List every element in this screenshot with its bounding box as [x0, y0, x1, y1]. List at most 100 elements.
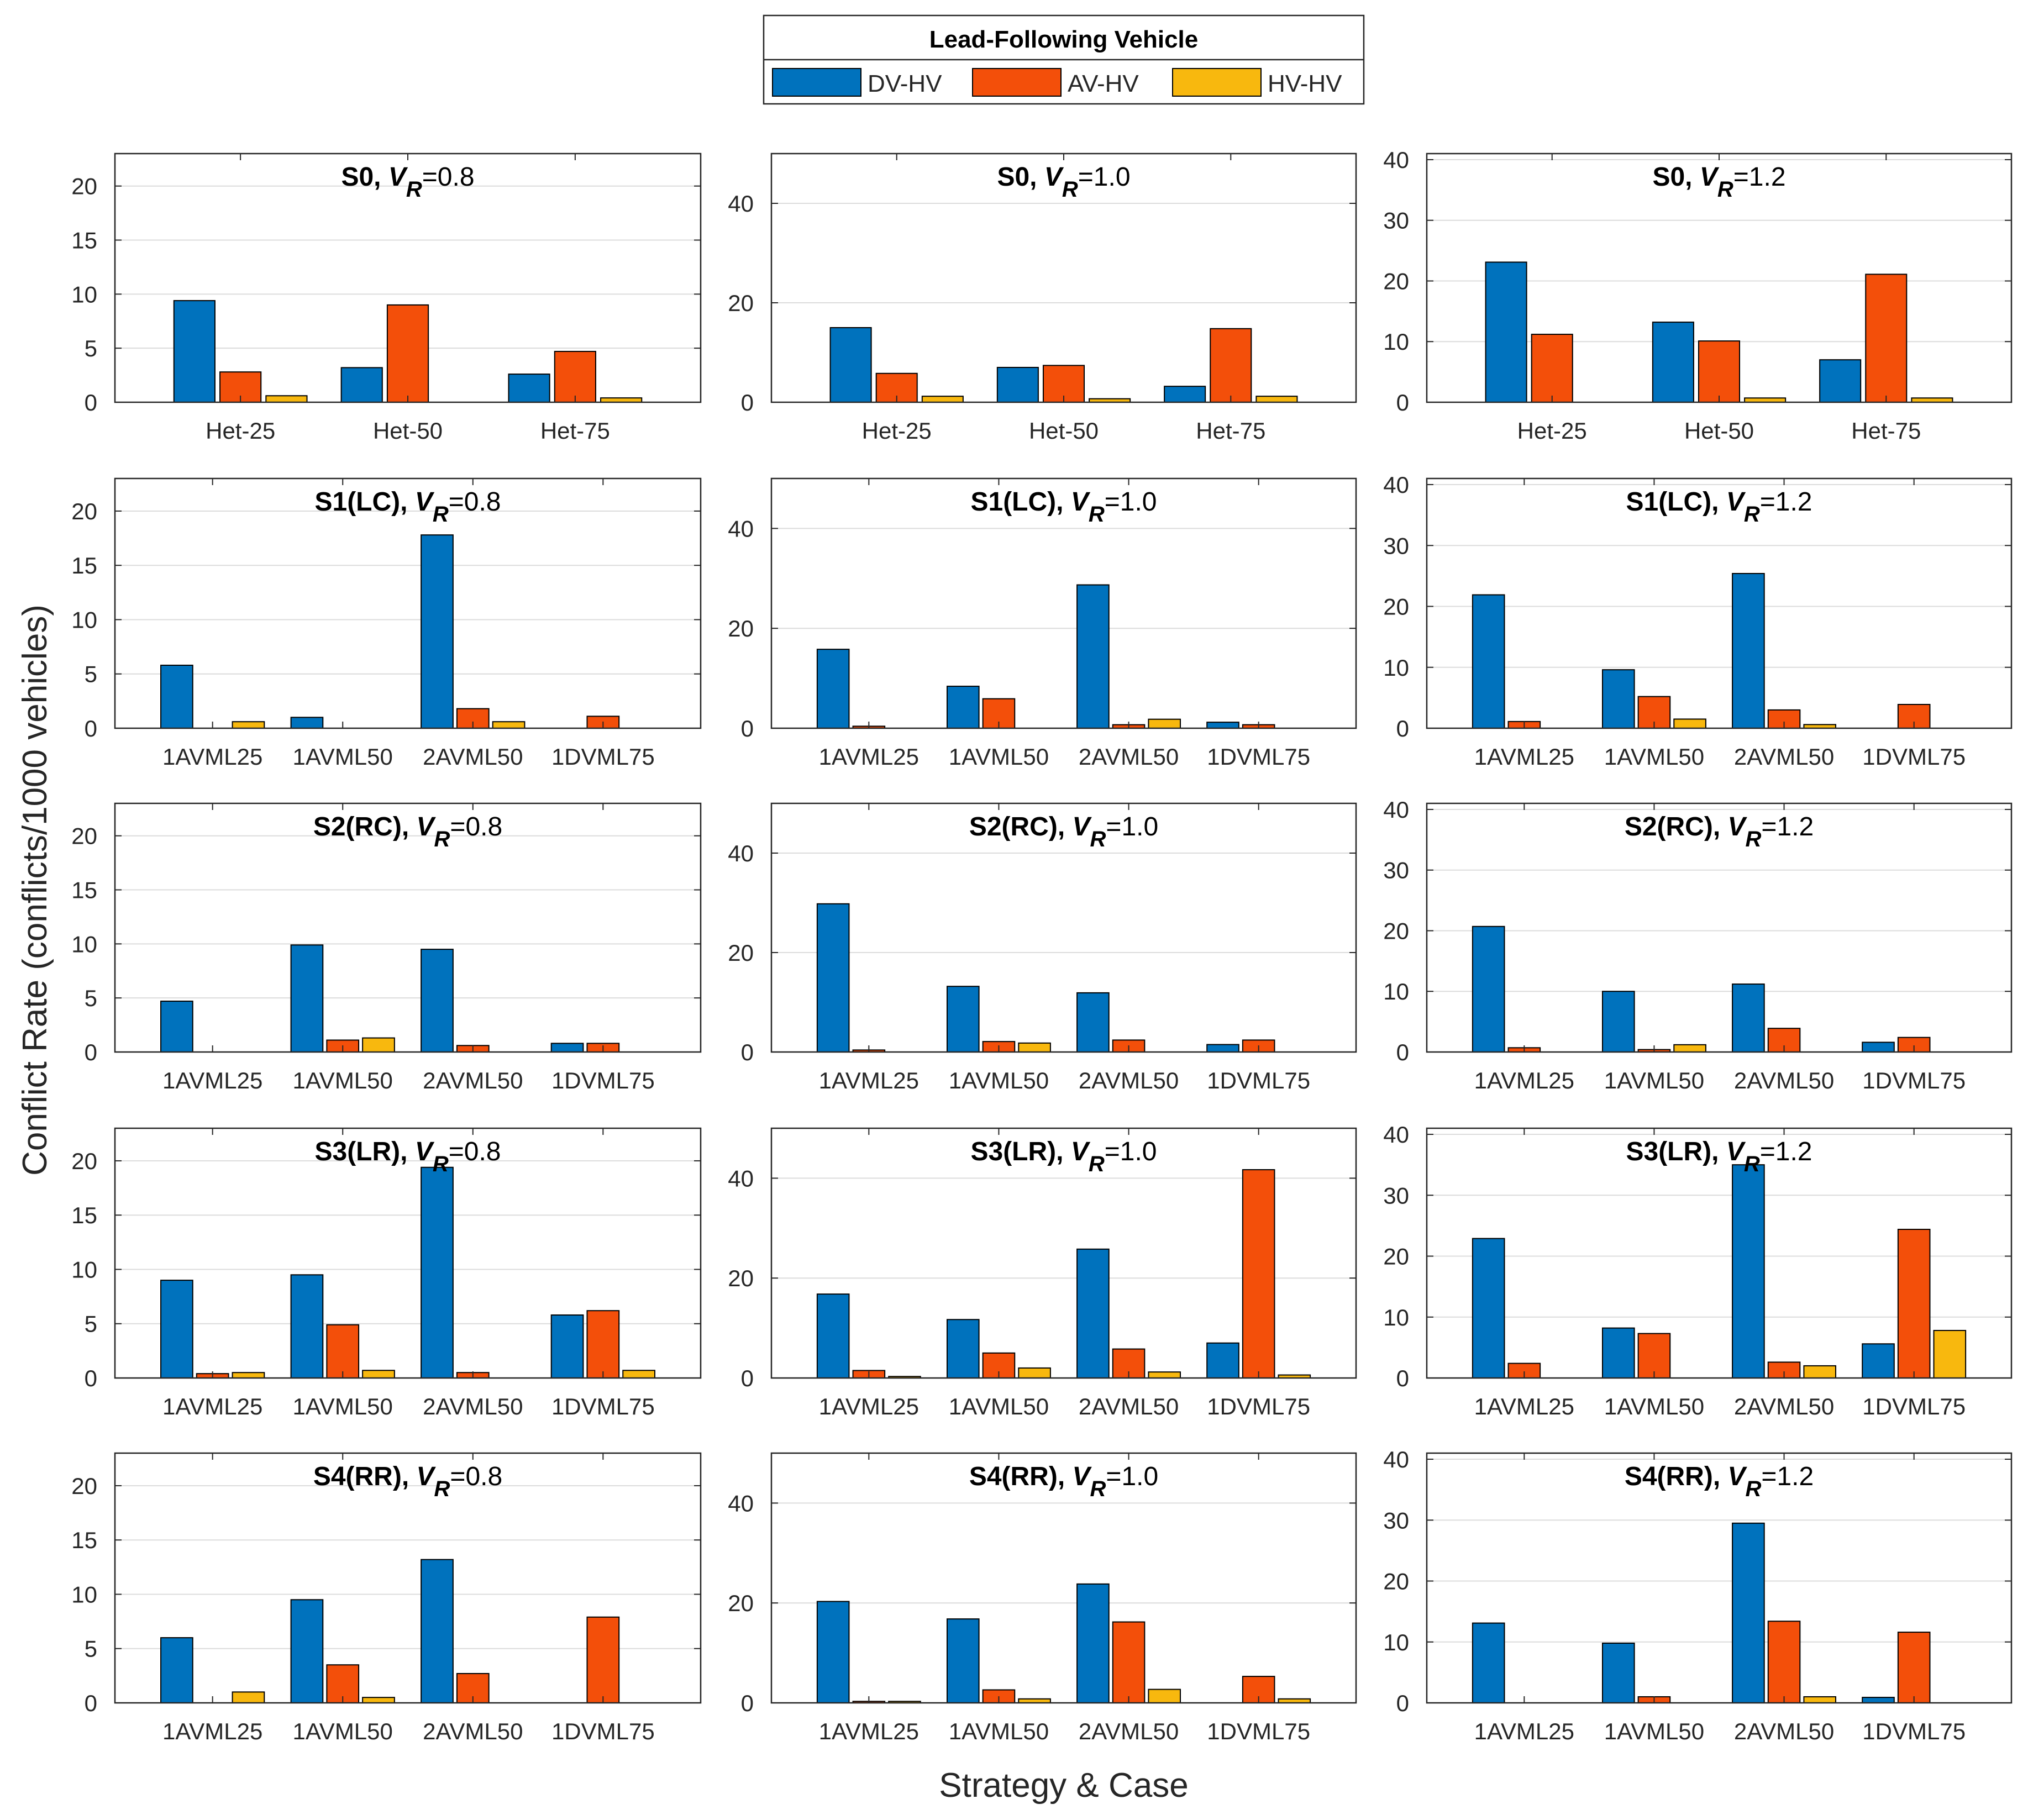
bar-dv-hv-1avml25	[816, 1601, 850, 1704]
bar-av-hv-het-75	[1210, 328, 1252, 403]
legend-swatch-hv-hv	[1172, 68, 1262, 97]
x-tick-label: 2AVML50	[1734, 1393, 1834, 1419]
panel-title-value: =0.8	[449, 1137, 501, 1166]
panel-title-prefix: S3(LR),	[1626, 1137, 1726, 1166]
panel-title-prefix: S3(LR),	[970, 1137, 1070, 1166]
y-tick-label: 40	[1383, 472, 1409, 498]
x-tick-label: 2AVML50	[423, 744, 523, 770]
panel-title: S3(LR), VR=0.8	[314, 1137, 501, 1176]
y-tick-label: 5	[85, 1636, 97, 1662]
bar-dv-hv-1dvml75	[1862, 1041, 1895, 1053]
y-tick-label: 10	[1383, 1629, 1409, 1655]
y-tick-label: 20	[71, 823, 97, 849]
y-tick-label: 20	[728, 1265, 754, 1291]
legend-swatch-dv-hv	[772, 68, 861, 97]
panel-title: S0, VR=0.8	[341, 162, 474, 202]
y-tick-label: 40	[728, 1490, 754, 1516]
y-tick-label: 0	[741, 1365, 754, 1391]
x-tick-label: Het-75	[1851, 418, 1921, 444]
x-tick-label: 1AVML25	[162, 1067, 262, 1093]
bar-dv-hv-1avml25	[816, 903, 850, 1053]
y-tick-label: 0	[1396, 390, 1409, 415]
plot-area	[771, 1453, 1356, 1703]
y-tick-label: 40	[728, 1165, 754, 1191]
panel-10: 1AVML25 1AVML50 2AVML50 1DVML75 0 5 10 15 20 S3(L…	[71, 1127, 702, 1419]
y-tick-label: 40	[1383, 797, 1409, 823]
panel-title-value: =1.2	[1761, 812, 1814, 841]
x-tick-label: 1AVML50	[293, 1718, 393, 1744]
bar-hv-hv-2avml50	[1803, 1365, 1837, 1379]
y-tick-label: 30	[1383, 858, 1409, 883]
panel-title-value: =1.2	[1760, 487, 1812, 517]
panel-title-value: =0.8	[449, 487, 501, 517]
x-tick-label: 1AVML50	[949, 1718, 1049, 1744]
x-tick-label: Het-75	[540, 418, 610, 444]
x-tick-label: Het-50	[1029, 418, 1099, 444]
axes-frame	[770, 152, 1357, 403]
bar-hv-hv-1avml50	[362, 1370, 395, 1379]
panel-title: S0, VR=1.2	[1652, 162, 1785, 202]
y-tick-label: 0	[741, 390, 754, 415]
bar-av-hv-1avml50	[326, 1324, 360, 1379]
bar-hv-hv-2avml50	[1148, 1689, 1181, 1704]
y-tick-label: 20	[728, 1590, 754, 1616]
bar-av-hv-het-50	[386, 304, 429, 403]
bar-hv-hv-1avml50	[362, 1037, 395, 1053]
bar-hv-hv-1dvml75	[622, 1370, 655, 1379]
axes-frame	[114, 1127, 702, 1379]
x-tick-label: 1AVML25	[819, 744, 919, 770]
panel-title-prefix: S0,	[1652, 162, 1699, 192]
panel-15: 1AVML25 1AVML50 2AVML50 1DVML75 0 10 20 30 40 S4(…	[1383, 1446, 2013, 1744]
x-tick-label: 1AVML25	[819, 1718, 919, 1744]
panel-title-prefix: S0,	[341, 162, 388, 192]
panel-title-sub-r: R	[1744, 502, 1760, 527]
bar-av-hv-het-75	[1865, 273, 1908, 403]
x-tick-label: 1DVML75	[1207, 744, 1310, 770]
bar-dv-hv-het-75	[1164, 386, 1206, 403]
panel-title-value: =0.8	[450, 1462, 502, 1491]
bar-dv-hv-het-50	[1652, 322, 1694, 403]
axes-frame	[1426, 477, 2013, 729]
x-tick-label: 1DVML75	[551, 1718, 655, 1744]
bar-hv-hv-1avml25	[232, 1372, 265, 1379]
panel-title: S4(RR), VR=1.0	[969, 1462, 1158, 1501]
panel-title: S1(LC), VR=0.8	[314, 487, 501, 527]
panel-2: Het-25 Het-50 Het-75 0 20 40 S0, VR=1.0	[728, 152, 1357, 444]
panel-title: S1(LC), VR=1.0	[970, 487, 1157, 527]
bar-dv-hv-1avml25	[1472, 925, 1505, 1053]
bar-av-hv-2avml50	[1767, 1621, 1801, 1704]
bar-dv-hv-2avml50	[1076, 584, 1110, 729]
x-tick-label: 1DVML75	[1207, 1067, 1310, 1093]
x-tick-label: Het-25	[206, 418, 275, 444]
y-tick-label: 40	[1383, 147, 1409, 173]
bar-dv-hv-1dvml75	[1862, 1697, 1895, 1704]
panel-title: S2(RC), VR=1.0	[969, 812, 1158, 851]
bar-dv-hv-1avml25	[160, 1001, 193, 1053]
bar-av-hv-1avml50	[1637, 1333, 1671, 1379]
panel-title-sub-r: R	[1089, 1152, 1105, 1176]
y-tick-label: 20	[71, 173, 97, 199]
y-tick-label: 10	[71, 1581, 97, 1607]
panel-title-prefix: S1(LC),	[970, 487, 1070, 517]
legend-label-hv-hv: HV-HV	[1268, 70, 1342, 97]
bar-av-hv-het-50	[1698, 340, 1741, 403]
y-tick-label: 10	[71, 607, 97, 633]
legend-title: Lead-Following Vehicle	[929, 26, 1199, 53]
bar-hv-hv-1dvml75	[1933, 1330, 1967, 1379]
x-tick-label: 1AVML25	[1474, 1718, 1574, 1744]
y-axis-label: Conflict Rate (conflicts/1000 vehicles)	[16, 604, 54, 1176]
x-tick-label: 2AVML50	[1079, 1718, 1179, 1744]
bar-av-hv-1dvml75	[1897, 1632, 1931, 1704]
panel-1: Het-25 Het-50 Het-75 0 5 10 15 20 S0, VR=0.8	[71, 152, 702, 444]
panel-title-sub-r: R	[1089, 502, 1105, 527]
bar-dv-hv-2avml50	[1732, 572, 1765, 729]
bar-dv-hv-1dvml75	[1862, 1343, 1895, 1379]
y-tick-label: 10	[71, 281, 97, 307]
panel-title-prefix: S4(RR),	[313, 1462, 417, 1491]
panel-title: S3(LR), VR=1.0	[970, 1137, 1157, 1176]
panel-title-value: =0.8	[422, 162, 475, 192]
panel-title-prefix: S2(RC),	[1625, 812, 1728, 841]
plot-area	[1427, 478, 2011, 728]
panel-3: Het-25 Het-50 Het-75 0 10 20 30 40 S0, VR=1.2	[1383, 147, 2013, 444]
bar-dv-hv-2avml50	[421, 1559, 454, 1703]
